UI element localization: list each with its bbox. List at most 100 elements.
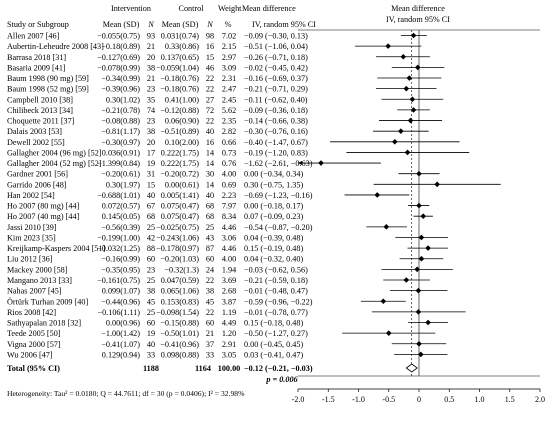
study-ci-text: 0.15 (−0.18, 0.48) [244,319,303,328]
total-ci: −0.12 (−0.21, −0.03) [244,364,313,373]
effect-marker [409,96,416,103]
x-tick-label: -2.0 [292,395,305,404]
study-ci-text: −0.02 (−0.45, 0.42) [244,63,308,72]
control-mean-sd: 0.065(1.06) [161,287,199,296]
study-name: Örtürk Turhan 2009 [40] [7,297,88,306]
total-intervention-n: 1188 [143,364,159,373]
study-weight: 0.73 [222,148,236,157]
study-name: Kreijkamp-Kaspers 2004 [51] [7,244,105,253]
header-weight: Weight [218,4,242,13]
study-name: Nahas 2007 [45] [7,287,62,296]
effect-marker [406,75,413,81]
intervention-n: 45 [147,297,155,306]
header-control-msd: Mean (SD) [162,20,199,29]
control-mean-sd: 0.098(0.88) [161,350,199,359]
control-n: 40 [206,127,214,136]
intervention-mean-sd: 0.072(0.57) [102,202,140,211]
intervention-n: 25 [147,308,155,317]
study-ci-text: −0.09 (−0.36, 0.18) [244,106,308,115]
control-mean-sd: −0.20(0.72) [160,170,199,179]
effect-marker [416,202,422,209]
study-name: Campbell 2010 [38] [7,95,73,104]
control-n: 40 [206,191,214,200]
control-n: 22 [206,85,214,94]
control-mean-sd: −0.243(1.06) [156,233,199,242]
header-intervention: Intervention [111,4,151,13]
control-n: 68 [206,212,214,221]
effect-marker [403,277,410,283]
control-mean-sd: 0.047(0.59) [161,276,199,285]
study-weight: 8.34 [222,212,236,221]
header-intervention-n: N [147,20,154,29]
study-ci-text: 0.00 (−0.45, 0.45) [244,340,303,349]
control-n: 38 [206,287,214,296]
intervention-n: 20 [147,53,155,62]
intervention-mean-sd: −0.30(0.97) [101,138,140,147]
control-mean-sd: −0.50(1.01) [160,329,199,338]
intervention-n: 60 [147,255,155,264]
effect-marker [420,213,427,220]
control-n: 14 [206,159,214,168]
header-weight-unit: % [225,20,232,29]
control-mean-sd: −0.32(1.3) [164,265,199,274]
intervention-mean-sd: 0.099(1.07) [102,287,140,296]
effect-marker [418,255,425,262]
control-mean-sd: 0.137(0.65) [161,53,199,62]
header-study: Study or Subgroup [7,20,69,29]
intervention-mean-sd: 0.145(0.05) [102,212,140,221]
intervention-n: 23 [147,265,155,274]
study-name: Gallagher 2004 (96 mg) [52] [7,148,102,157]
control-n: 24 [206,265,214,274]
intervention-n: 35 [147,95,155,104]
study-weight: 4.00 [222,255,236,264]
intervention-n: 42 [147,233,155,242]
intervention-n: 31 [147,170,155,179]
control-n: 72 [206,106,214,115]
study-weight: 2.82 [222,127,236,136]
study-weight: 4.46 [222,223,236,232]
control-n: 27 [206,95,214,104]
study-name: Ho 2007 (40 mg) [44] [7,212,80,221]
study-name: Jassi 2010 [39] [7,223,57,232]
effect-marker [410,32,417,39]
study-ci-text: −0.26 (−0.71, 0.18) [244,53,308,62]
x-tick-label: 0 [417,395,421,404]
intervention-mean-sd: −0.106(1.11) [97,308,140,317]
intervention-n: 21 [147,74,155,83]
study-ci-text: −0.50 (−1.27, 0.27) [244,329,308,338]
intervention-n: 74 [147,106,155,115]
control-mean-sd: 0.153(0.83) [161,297,199,306]
study-name: Ho 2007 (80 mg) [44] [7,202,80,211]
header-md: Mean difference [242,4,296,13]
intervention-mean-sd: −0.39(0.96) [101,85,140,94]
intervention-n: 19 [147,159,155,168]
effect-marker [400,53,407,60]
intervention-mean-sd: −0.688(1.01) [97,191,140,200]
control-mean-sd: 0.075(0.47) [161,202,199,211]
header-intervention-msd: Mean (SD) [103,20,140,29]
intervention-mean-sd: −0.34(0.99) [101,74,140,83]
control-mean-sd: 0.005(1.41) [161,191,199,200]
intervention-mean-sd: 0.30(1.02) [106,95,140,104]
study-ci-text: 0.00 (−0.34, 0.34) [244,170,303,179]
control-n: 22 [206,74,214,83]
study-ci-text: −1.62 (−2.61, −0.63) [244,159,313,168]
study-weight: 2.47 [222,85,236,94]
effect-marker [425,319,431,326]
study-weight: 4.49 [222,319,236,328]
study-weight: 2.15 [222,42,236,51]
study-name: Gallagher 2004 (52 mg) [52] [7,159,102,168]
intervention-mean-sd: −1.00(1.42) [101,329,140,338]
study-weight: 2.68 [222,287,236,296]
control-n: 16 [206,42,214,51]
effect-marker [416,170,422,177]
control-mean-sd: −0.20(1.03) [160,255,199,264]
study-name: Dalais 2003 [53] [7,127,62,136]
control-n: 15 [206,53,214,62]
total-p-value: p = 0.006 [265,375,298,384]
control-mean-sd: −0.059(1.04) [156,63,199,72]
control-n: 21 [206,329,214,338]
study-ci-text: 0.03 (−0.41, 0.47) [244,350,303,359]
x-tick-label: 0.5 [444,395,454,404]
intervention-mean-sd: 0.00(0.96) [106,319,140,328]
